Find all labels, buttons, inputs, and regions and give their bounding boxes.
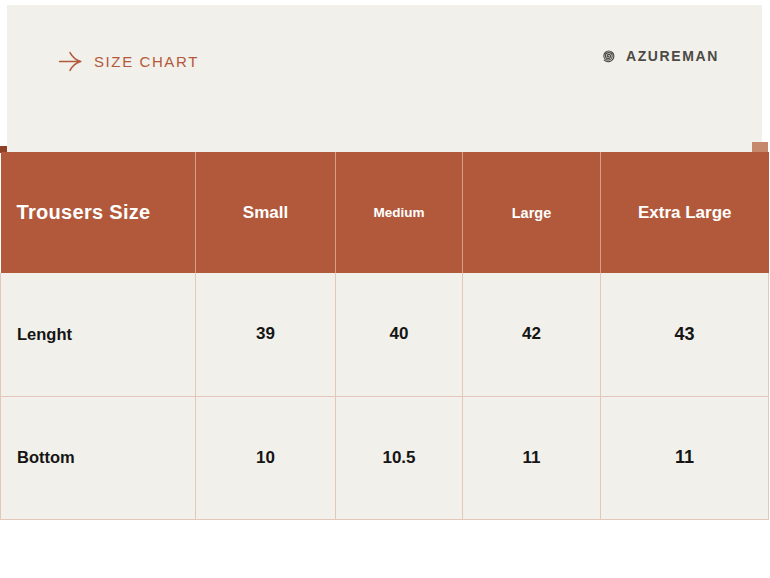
value-cell: 39 <box>196 273 336 396</box>
size-chart-title: SIZE CHART <box>94 53 199 70</box>
value-cell: 11 <box>463 396 601 519</box>
header-cell-trousers-size: Trousers Size <box>1 152 196 273</box>
value-cell: 43 <box>601 273 769 396</box>
arrow-right-icon <box>58 49 83 74</box>
table-row-length: Lenght 39 40 42 43 <box>1 273 769 396</box>
top-banner: SIZE CHART AZUREMAN <box>7 5 762 152</box>
header-cell-medium: Medium <box>336 152 463 273</box>
value-cell: 42 <box>463 273 601 396</box>
value-cell: 10 <box>196 396 336 519</box>
header-cell-extra-large: Extra Large <box>601 152 769 273</box>
value-cell: 40 <box>336 273 463 396</box>
row-label-cell: Bottom <box>1 396 196 519</box>
table-row-bottom: Bottom 10 10.5 11 11 <box>1 396 769 519</box>
header-cell-small: Small <box>196 152 336 273</box>
table-header-row: Trousers Size Small Medium Large Extra L… <box>1 152 769 273</box>
header-cell-large: Large <box>463 152 601 273</box>
value-cell: 11 <box>601 396 769 519</box>
size-chart-link[interactable]: SIZE CHART <box>58 49 199 74</box>
brand-name: AZUREMAN <box>626 48 719 64</box>
table-corner-accent-right <box>752 142 768 152</box>
spiral-logo-icon <box>598 46 618 66</box>
brand-lockup: AZUREMAN <box>598 46 719 66</box>
row-label-cell: Lenght <box>1 273 196 396</box>
value-cell: 10.5 <box>336 396 463 519</box>
size-chart-table: Trousers Size Small Medium Large Extra L… <box>0 152 769 520</box>
